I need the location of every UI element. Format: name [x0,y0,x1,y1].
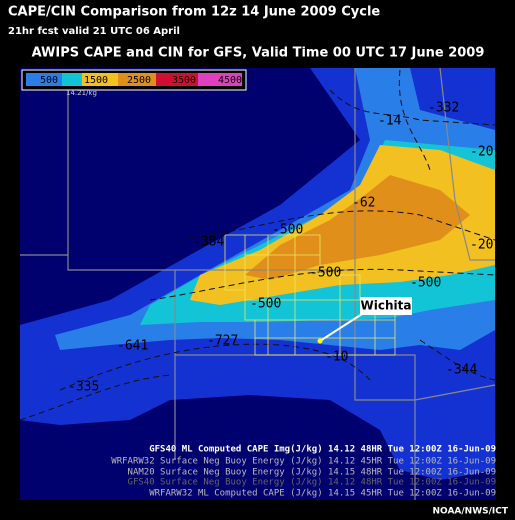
city: Wichita [317,297,412,344]
legend-swatch [82,73,118,86]
legend-unit: 14.21/kg [66,89,97,97]
panel-title: AWIPS CAPE and CIN for GFS, Valid Time 0… [32,46,485,61]
product-lines: GFS40 ML Computed CAPE Img(J/kg) 14.12 4… [111,445,496,499]
contour-label: -344 [446,363,477,378]
city-box [360,297,412,315]
contour-label: -384 [193,235,224,250]
contour-label: -332 [428,101,459,116]
contour-label: -14 [378,114,402,129]
title: CAPE/CIN Comparison from 12z 14 June 200… [8,5,380,20]
contour-label: -20 [470,238,493,253]
legend-label: 3500 [172,75,196,86]
product-line: WRFARW32 Surface Neg Buoy Energy (J/kg) … [111,457,496,467]
orange-core [245,175,470,280]
contour-label: -727 [207,334,238,349]
contour-label: -20 [470,145,493,160]
contour-label: -62 [352,196,375,211]
product-line: GFS40 ML Computed CAPE Img(J/kg) 14.12 4… [149,445,496,455]
contour-label: -500 [310,266,341,281]
legend-swatch [62,73,82,86]
contour-labels: -332 -14 -20 -62 -20 -384 -500 -500 -500… [68,101,493,395]
subtitle: 21hr fcst valid 21 UTC 06 April [8,26,180,37]
map [19,67,496,500]
contours [19,69,496,421]
legend-label: 500 [40,75,58,86]
legend-label: 1500 [84,75,108,86]
legend-swatch [198,73,242,86]
county-grid [224,234,396,356]
legend-swatch [118,73,156,86]
contour-label: -335 [68,380,99,395]
legend-swatch [26,73,62,86]
contour-label: -641 [117,339,148,354]
legend-label: 2500 [127,75,151,86]
city-pointer [319,313,363,342]
legend: 500 1500 2500 3500 4500 14.21/kg [21,69,247,97]
legend-label: 4500 [218,75,242,86]
contour-label: -10 [325,350,348,365]
contour-label: -500 [410,276,441,291]
product-line: WRFARW32 ML Computed CAPE (J/kg) 14.15 4… [149,489,496,499]
city-label: Wichita [361,299,412,313]
product-line: GFS40 Surface Neg Buoy Energy (J/kg) 14.… [128,478,496,488]
contour-label: -500 [250,297,281,312]
credit: NOAA/NWS/ICT [433,507,509,517]
contour-label: -500 [272,223,303,238]
city-dot [317,338,323,344]
product-line: NAM20 Surface Neg Buoy Energy (J/kg) 14.… [128,468,496,478]
legend-swatch [156,73,198,86]
